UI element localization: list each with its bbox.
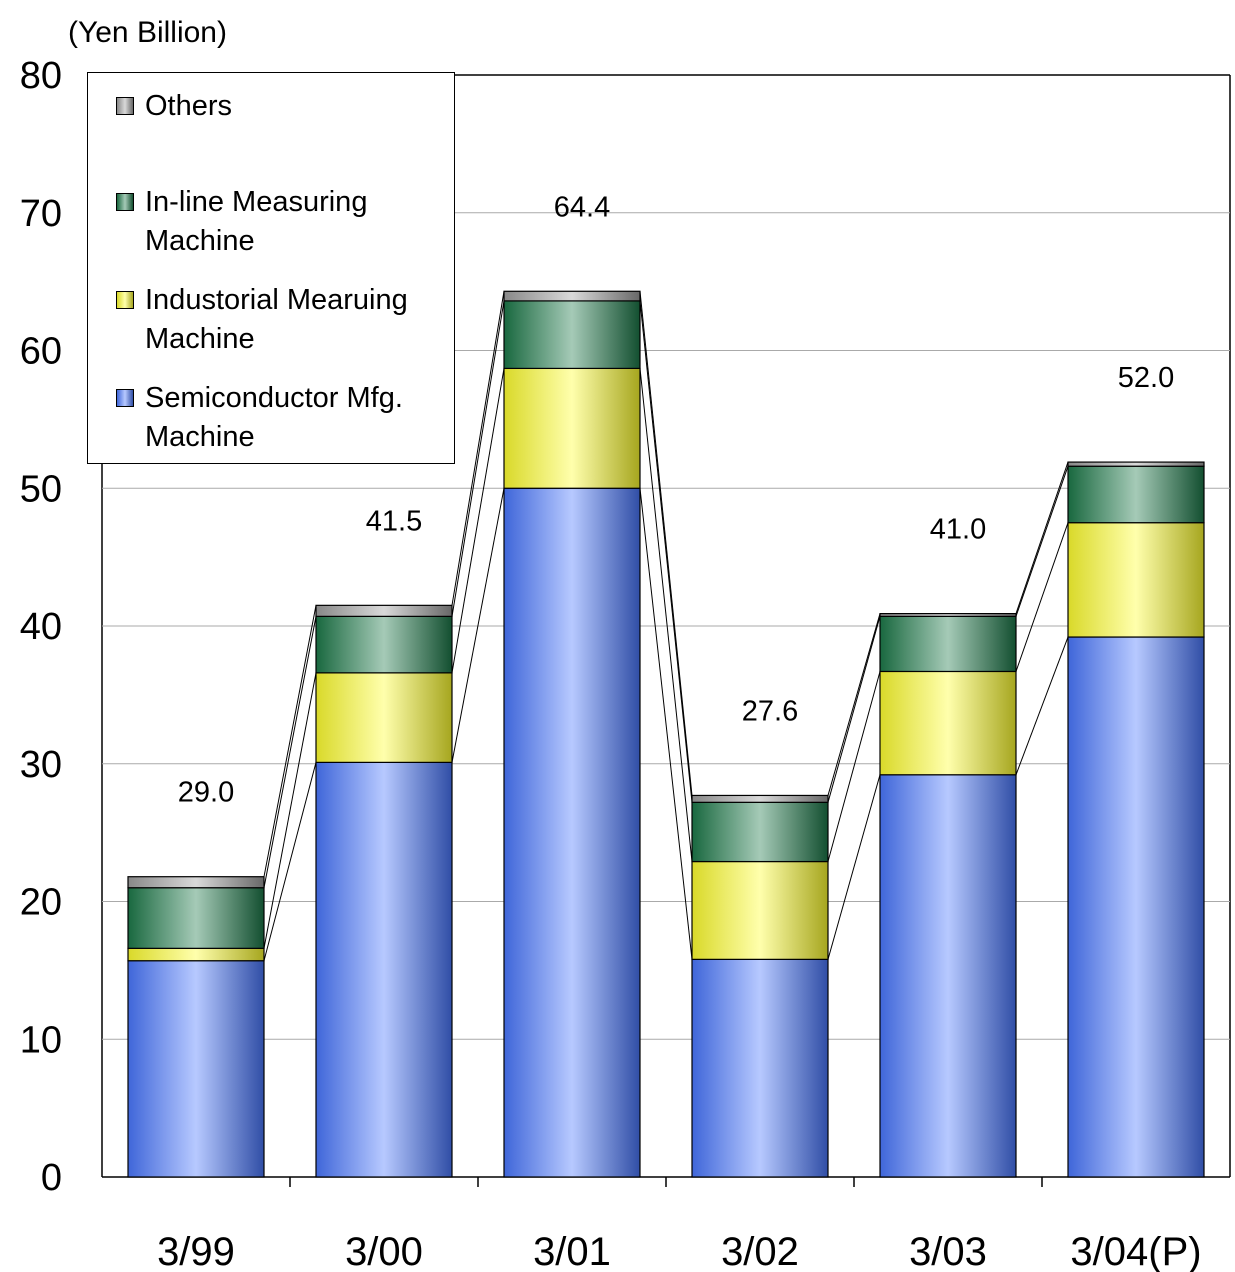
connector (263, 762, 317, 961)
legend-swatch (116, 193, 134, 211)
y-tick-label: 20 (20, 882, 62, 924)
bar-segment (879, 774, 1017, 1178)
x-tick-label: 3/04(P) (1070, 1230, 1201, 1272)
bar-segment (691, 801, 829, 863)
y-tick-label: 30 (20, 744, 62, 786)
x-tick-label: 3/02 (721, 1230, 799, 1272)
connector (827, 774, 881, 960)
bar-segment (503, 367, 641, 489)
bar-segment (127, 887, 265, 949)
connector (1015, 461, 1069, 614)
connector (827, 616, 881, 803)
bar-segment (315, 615, 453, 674)
y-tick-label: 40 (20, 606, 62, 648)
bar-segment (1067, 465, 1205, 524)
x-tick-label: 3/03 (909, 1230, 987, 1272)
bar-segment (879, 615, 1017, 673)
bar-segment (315, 672, 453, 763)
bar-segment (1067, 522, 1205, 638)
x-tick-label: 3/01 (533, 1230, 611, 1272)
connector (263, 616, 317, 888)
connector (1015, 466, 1069, 617)
bar-segment (1067, 636, 1205, 1178)
y-axis-unit: (Yen Billion) (68, 16, 227, 49)
bar-segment (127, 876, 265, 889)
total-label: 29.0 (178, 777, 234, 809)
legend-swatch (116, 97, 134, 115)
y-tick-label: 70 (20, 193, 62, 235)
bar-segment (315, 761, 453, 1178)
connector (639, 291, 693, 796)
x-tick-label: 3/00 (345, 1230, 423, 1272)
bar-segment (127, 947, 265, 962)
bar-segment (315, 604, 453, 617)
total-label: 52.0 (1118, 362, 1174, 394)
y-tick-label: 80 (20, 55, 62, 97)
legend-swatch (116, 389, 134, 407)
bar-segment (503, 300, 641, 370)
connector (263, 605, 317, 877)
y-tick-label: 60 (20, 331, 62, 373)
total-label: 27.6 (742, 695, 798, 727)
y-tick-label: 10 (20, 1019, 62, 1061)
connector (639, 300, 693, 803)
bar-segment (691, 958, 829, 1178)
connector (451, 291, 505, 606)
legend: Others In-line Measuring Machine Industori… (87, 72, 455, 464)
legend-item: Others (116, 87, 475, 126)
y-tick-label: 50 (20, 468, 62, 510)
y-tick-label: 0 (41, 1157, 62, 1199)
legend-item: In-line Measuring Machine (116, 183, 475, 261)
total-label: 41.0 (930, 514, 986, 546)
bar-segment (503, 290, 641, 302)
connector (827, 613, 881, 796)
legend-label: In-line Measuring Machine (145, 186, 368, 257)
connector (451, 300, 505, 617)
legend-item: Industorial Mearuing Machine (116, 281, 475, 359)
legend-item: Semiconductor Mfg. Machine (116, 379, 475, 457)
bar-segment (879, 613, 1017, 617)
connector (827, 671, 881, 862)
bar-segment (1067, 461, 1205, 467)
connector (1015, 522, 1069, 672)
bar-segment (691, 860, 829, 960)
connector (1015, 636, 1069, 775)
legend-label: Others (145, 90, 233, 122)
bar-segment (691, 794, 829, 803)
legend-label: Industorial Mearuing Machine (145, 284, 408, 355)
connector (639, 488, 693, 960)
connector (451, 488, 505, 763)
bar-segment (127, 960, 265, 1178)
total-label: 64.4 (554, 191, 610, 223)
bar-segment (879, 670, 1017, 776)
total-label: 41.5 (366, 505, 422, 537)
legend-label: Semiconductor Mfg. Machine (145, 382, 403, 453)
legend-swatch (116, 291, 134, 309)
connector (639, 368, 693, 862)
x-tick-label: 3/99 (157, 1230, 235, 1272)
bar-segment (503, 487, 641, 1178)
connector (451, 368, 505, 673)
connector (263, 672, 317, 949)
